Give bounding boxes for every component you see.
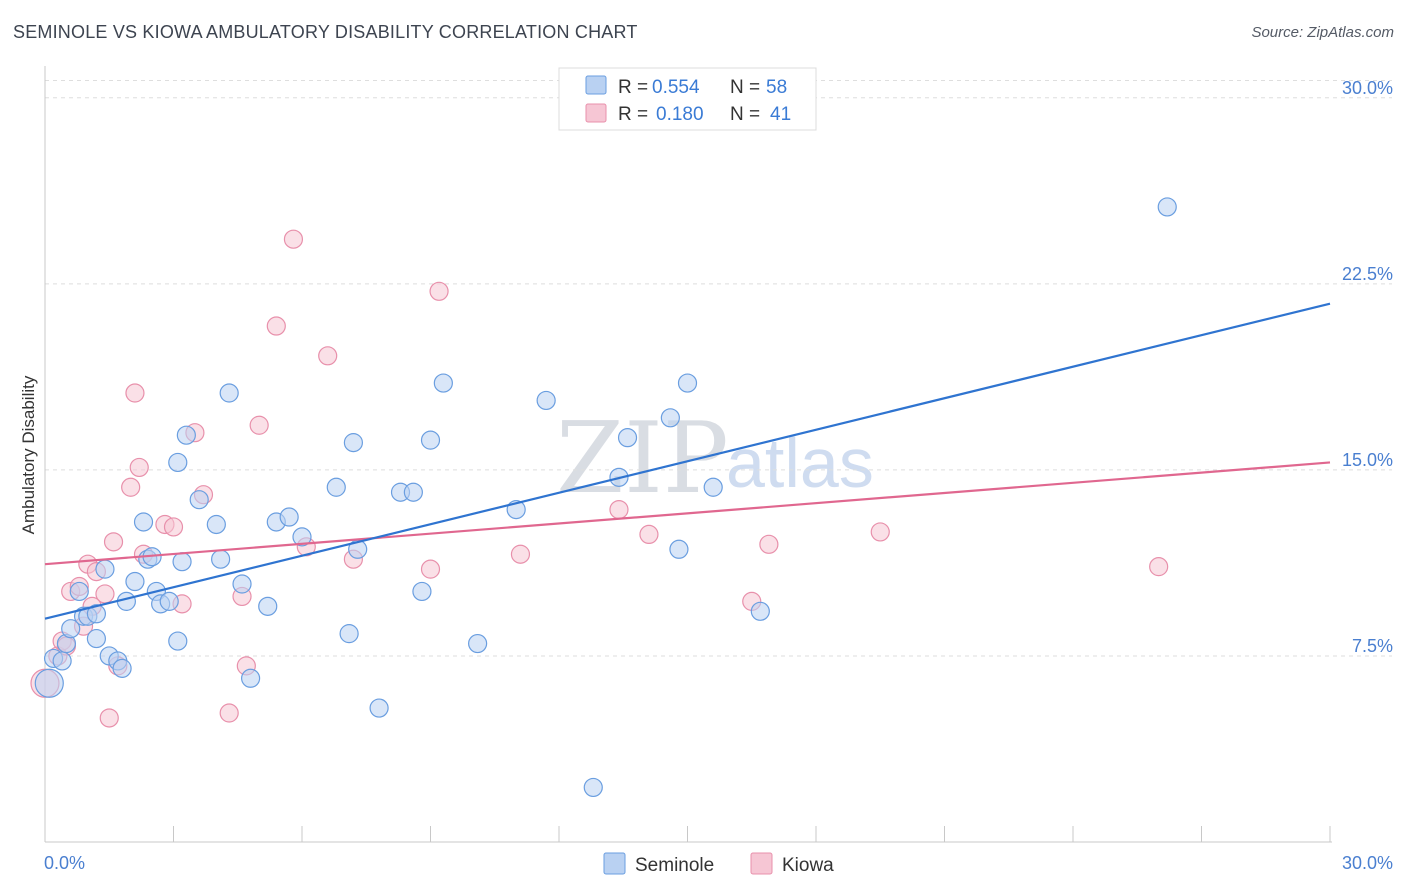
y-tick-label: 22.5% — [1342, 264, 1393, 284]
seminole-points — [34, 197, 1177, 798]
kiowa-point — [219, 703, 239, 723]
seminole-point — [536, 390, 556, 411]
legend-n-label-kiowa: N = — [730, 104, 760, 125]
chart-title: SEMINOLE VS KIOWA AMBULATORY DISABILITY … — [13, 22, 638, 42]
kiowa-point — [639, 524, 659, 545]
seminole-point — [159, 591, 179, 611]
seminole-point — [189, 490, 209, 510]
series-legend: Seminole Kiowa — [603, 852, 834, 876]
bottom-legend-swatch-kiowa — [750, 852, 773, 875]
kiowa-point — [870, 522, 890, 542]
y-tick-label: 30.0% — [1342, 78, 1393, 98]
kiowa-trend-line — [44, 461, 1331, 566]
legend-n-value-seminole: 58 — [766, 77, 787, 98]
x-tick-label: 30.0% — [1342, 853, 1393, 873]
bottom-legend-swatch-seminole — [603, 852, 626, 875]
seminole-point — [279, 507, 299, 527]
seminole-point — [403, 482, 423, 502]
legend-r-value-kiowa: 0.180 — [656, 104, 704, 125]
seminole-point — [69, 581, 89, 602]
legend-r-label-seminole: R = — [618, 77, 648, 98]
seminole-point — [583, 777, 603, 798]
seminole-point — [206, 514, 226, 535]
seminole-point — [258, 596, 278, 616]
axes — [44, 66, 1332, 843]
kiowa-point — [420, 559, 441, 579]
kiowa-point — [318, 346, 338, 366]
legend-n-label-seminole: N = — [730, 77, 760, 98]
seminole-point — [468, 633, 488, 654]
kiowa-point — [95, 584, 115, 604]
seminole-point — [669, 539, 689, 559]
bottom-legend-label-seminole: Seminole — [635, 855, 714, 876]
seminole-point — [61, 619, 81, 639]
kiowa-point — [609, 499, 629, 520]
seminole-point — [172, 552, 192, 572]
seminole-point — [241, 668, 261, 688]
y-tick-label: 7.5% — [1352, 636, 1393, 656]
stats-legend: R = 0.554 N = 58 R = 0.180 N = 41 — [558, 67, 817, 131]
seminole-point — [219, 383, 239, 403]
seminole-point — [369, 698, 389, 718]
seminole-point — [168, 631, 188, 651]
watermark-atlas: atlas — [726, 424, 874, 502]
seminole-point — [677, 373, 698, 393]
seminole-point — [326, 477, 346, 497]
x-tick-label: 0.0% — [44, 853, 85, 873]
watermark-zip: ZIP — [556, 402, 729, 516]
seminole-point — [125, 571, 145, 592]
seminole-point — [1157, 197, 1177, 217]
seminole-point — [750, 601, 770, 621]
seminole-point — [412, 581, 432, 602]
y-axis-label: Ambulatory Disability — [19, 375, 38, 534]
kiowa-point — [103, 532, 124, 552]
seminole-point — [168, 452, 188, 473]
seminole-point — [617, 428, 638, 448]
kiowa-point — [249, 415, 269, 435]
seminole-point — [34, 668, 64, 698]
kiowa-point — [510, 544, 531, 564]
kiowa-point — [283, 229, 304, 249]
kiowa-point — [99, 708, 119, 728]
seminole-point — [292, 527, 312, 547]
seminole-point — [95, 559, 115, 579]
seminole-point — [433, 373, 453, 393]
y-tick-label: 15.0% — [1342, 450, 1393, 470]
seminole-point — [176, 425, 196, 445]
seminole-point — [86, 604, 107, 624]
legend-n-value-kiowa: 41 — [770, 104, 791, 125]
trend-lines — [44, 302, 1331, 620]
seminole-point — [86, 628, 107, 649]
kiowa-point — [1149, 557, 1169, 577]
kiowa-point — [125, 383, 145, 403]
kiowa-point — [266, 316, 286, 336]
seminole-point — [211, 549, 231, 569]
legend-swatch-seminole — [585, 75, 607, 95]
seminole-point — [232, 574, 252, 594]
y-tick-labels: 7.5% 15.0% 22.5% 30.0% — [1342, 78, 1393, 656]
seminole-point — [343, 433, 363, 453]
kiowa-point — [121, 477, 141, 497]
bottom-legend-label-kiowa: Kiowa — [782, 855, 834, 876]
seminole-point — [52, 651, 72, 671]
seminole-point — [660, 408, 680, 428]
seminole-point — [420, 430, 441, 450]
legend-r-label-kiowa: R = — [618, 104, 648, 125]
legend-swatch-kiowa — [585, 103, 607, 123]
kiowa-point — [759, 534, 779, 554]
seminole-point — [112, 658, 132, 678]
kiowa-point — [163, 517, 184, 537]
source-credit: Source: ZipAtlas.com — [1251, 24, 1394, 41]
seminole-trend-line — [44, 302, 1331, 620]
seminole-point — [339, 624, 359, 644]
seminole-point — [133, 512, 154, 532]
x-tick-labels: 0.0% 30.0% — [44, 853, 1393, 873]
legend-r-value-seminole: 0.554 — [652, 77, 700, 98]
kiowa-point — [129, 457, 149, 478]
kiowa-point — [429, 281, 449, 301]
watermark: ZIP atlas — [556, 402, 874, 516]
seminole-point — [703, 477, 723, 497]
